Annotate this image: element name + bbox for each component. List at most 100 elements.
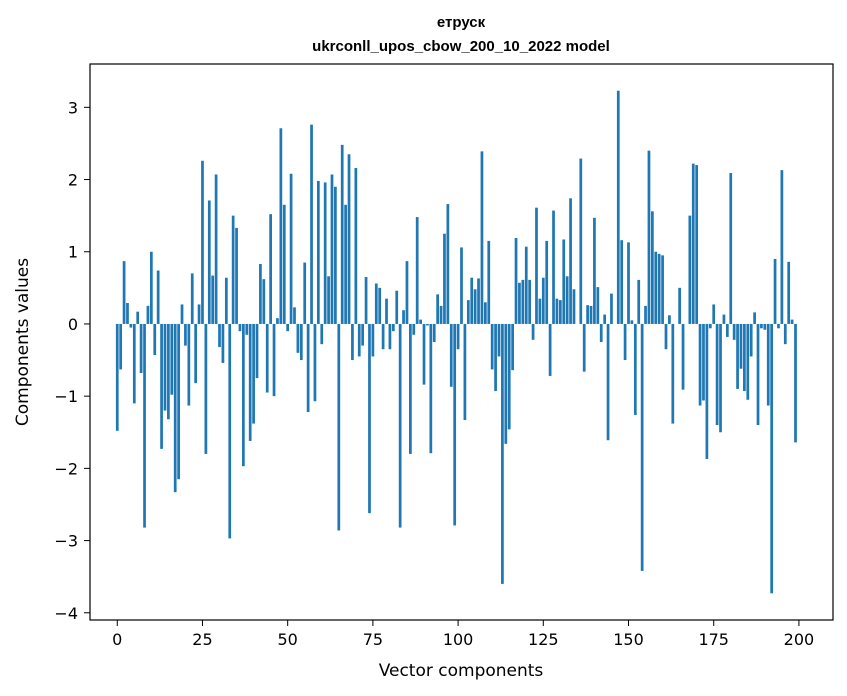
bar-86 xyxy=(409,323,412,454)
bar-198 xyxy=(790,319,794,324)
bar-118 xyxy=(518,282,521,324)
bar-63 xyxy=(330,174,334,324)
bar-136 xyxy=(579,158,583,324)
y-tick-label: 0 xyxy=(68,315,78,334)
bar-128 xyxy=(552,210,555,324)
bar-175 xyxy=(712,304,716,324)
bar-73 xyxy=(364,277,368,324)
bar-134 xyxy=(572,289,576,324)
bar-187 xyxy=(753,312,756,324)
bar-194 xyxy=(777,323,780,329)
bar-90 xyxy=(422,323,426,385)
bar-15 xyxy=(167,323,170,420)
bar-92 xyxy=(429,323,433,454)
bar-138 xyxy=(586,305,589,324)
bar-88 xyxy=(415,217,419,324)
bar-156 xyxy=(647,150,651,324)
bar-181 xyxy=(732,323,736,340)
bar-171 xyxy=(698,323,702,406)
bar-113 xyxy=(501,323,504,584)
bar-37 xyxy=(242,323,245,467)
bar-68 xyxy=(347,154,351,324)
x-tick-label: 100 xyxy=(443,630,474,649)
bar-111 xyxy=(494,323,497,392)
bar-52 xyxy=(293,307,296,324)
bar-3 xyxy=(126,303,129,324)
bar-55 xyxy=(303,262,307,324)
bar-20 xyxy=(184,323,187,346)
bar-143 xyxy=(603,314,607,324)
bar-193 xyxy=(773,258,777,324)
bar-19 xyxy=(180,304,184,324)
bar-66 xyxy=(340,144,344,324)
bar-2 xyxy=(122,261,126,324)
bar-42 xyxy=(259,264,262,324)
bar-137 xyxy=(582,323,586,372)
bar-64 xyxy=(334,186,337,324)
y-ticks-group: −4 −3 −2 −1 0 1 2 3 xyxy=(54,98,90,623)
bar-35 xyxy=(235,227,238,324)
bar-168 xyxy=(688,215,692,324)
bar-132 xyxy=(565,276,569,324)
x-tick-label: 175 xyxy=(698,630,729,649)
bar-74 xyxy=(368,323,371,514)
bar-127 xyxy=(548,323,552,376)
bar-117 xyxy=(514,238,518,324)
bar-179 xyxy=(725,323,729,337)
bar-48 xyxy=(279,128,283,324)
bar-122 xyxy=(531,323,535,340)
bar-191 xyxy=(766,323,770,406)
bar-119 xyxy=(521,279,525,324)
bar-1 xyxy=(119,323,123,370)
bar-69 xyxy=(351,323,354,361)
bar-8 xyxy=(143,323,146,528)
bar-39 xyxy=(248,323,252,441)
bar-104 xyxy=(470,277,474,324)
plot-frame xyxy=(89,63,834,621)
bar-44 xyxy=(265,323,269,393)
x-tick-label: 75 xyxy=(363,630,383,649)
bar-147 xyxy=(616,90,620,324)
bar-40 xyxy=(252,323,255,424)
bar-129 xyxy=(555,298,559,324)
bar-123 xyxy=(535,207,538,324)
bar-98 xyxy=(449,323,453,387)
y-tick-label: −4 xyxy=(54,604,78,623)
bar-158 xyxy=(654,251,658,324)
bar-82 xyxy=(395,290,399,324)
x-tick-label: 150 xyxy=(613,630,644,649)
bar-126 xyxy=(545,240,549,324)
bar-192 xyxy=(770,323,774,594)
bar-12 xyxy=(156,270,160,324)
bar-65 xyxy=(337,323,341,531)
bar-75 xyxy=(371,323,375,357)
bar-124 xyxy=(538,298,542,324)
bar-161 xyxy=(664,323,668,350)
y-tick-label: 2 xyxy=(68,171,78,190)
bar-174 xyxy=(708,323,712,329)
bar-50 xyxy=(286,323,290,332)
bar-197 xyxy=(787,261,791,324)
bar-51 xyxy=(289,173,293,324)
y-axis-label: Components values xyxy=(13,258,33,426)
bar-94 xyxy=(436,294,440,324)
bar-46 xyxy=(272,323,276,397)
bar-169 xyxy=(691,163,695,324)
bar-96 xyxy=(443,233,446,324)
bar-43 xyxy=(262,279,266,324)
y-tick-label: −2 xyxy=(54,459,78,478)
bar-72 xyxy=(361,323,365,346)
bar-95 xyxy=(439,305,443,324)
bar-142 xyxy=(599,323,603,342)
bar-148 xyxy=(620,240,624,324)
bar-184 xyxy=(743,323,746,392)
bar-7 xyxy=(139,323,143,374)
bar-107 xyxy=(480,151,484,324)
bar-139 xyxy=(589,305,593,324)
bar-144 xyxy=(606,323,610,441)
bar-13 xyxy=(160,323,163,449)
bar-78 xyxy=(381,323,385,350)
bar-120 xyxy=(524,246,528,324)
bar-21 xyxy=(187,323,191,406)
bar-67 xyxy=(344,204,347,324)
